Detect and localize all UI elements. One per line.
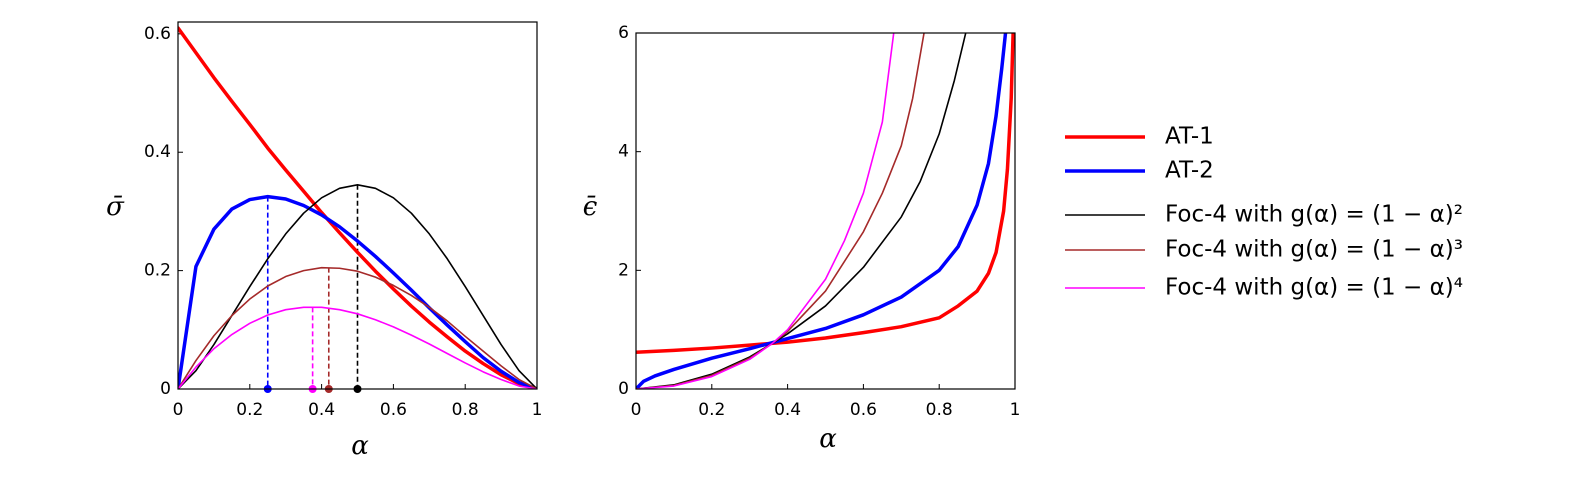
- curve: [178, 306, 537, 389]
- y-axis-label: σ̄: [106, 192, 125, 222]
- legend-label: Foc-4 with g(α) = (1 − α)³: [1165, 237, 1463, 263]
- curve: [636, 33, 925, 389]
- x-tick-label: 0.8: [926, 400, 953, 420]
- x-tick-label: 1: [532, 400, 543, 420]
- x-axis-label: α: [819, 424, 837, 454]
- curve: [636, 33, 1008, 389]
- x-tick-label: 0.6: [380, 400, 407, 420]
- curve: [636, 33, 895, 389]
- y-tick-label: 0: [160, 379, 171, 399]
- y-tick-label: 6: [618, 23, 629, 43]
- x-tick-label: 0: [173, 400, 184, 420]
- curve: [636, 33, 1015, 354]
- x-axis-label: α: [351, 431, 369, 461]
- x-tick-label: 0.4: [774, 400, 801, 420]
- y-tick-label: 0.2: [144, 261, 171, 281]
- plot-frame: [177, 21, 538, 390]
- x-tick-label: 0.6: [850, 400, 877, 420]
- y-tick-label: 4: [618, 142, 629, 162]
- x-tick-label: 0.2: [698, 400, 725, 420]
- legend-label: AT-1: [1165, 124, 1214, 150]
- x-tick-label: 0: [631, 400, 642, 420]
- plot-frame: [635, 32, 1016, 390]
- legend-label: AT-2: [1165, 158, 1214, 184]
- curve: [636, 33, 967, 389]
- legend-label: Foc-4 with g(α) = (1 − α)⁴: [1165, 275, 1463, 301]
- curve: [178, 183, 537, 389]
- curve: [178, 194, 537, 389]
- curve: [178, 266, 537, 389]
- y-axis-label: ϵ̄: [583, 192, 598, 222]
- y-tick-label: 2: [618, 260, 629, 280]
- y-tick-label: 0: [618, 379, 629, 399]
- x-tick-label: 1: [1010, 400, 1021, 420]
- legend-label: Foc-4 with g(α) = (1 − α)²: [1165, 202, 1463, 228]
- x-tick-label: 0.8: [452, 400, 479, 420]
- x-tick-label: 0.2: [236, 400, 263, 420]
- curve: [178, 26, 537, 389]
- y-tick-label: 0.4: [144, 142, 171, 162]
- x-tick-label: 0.4: [308, 400, 335, 420]
- y-tick-label: 0.6: [144, 24, 171, 44]
